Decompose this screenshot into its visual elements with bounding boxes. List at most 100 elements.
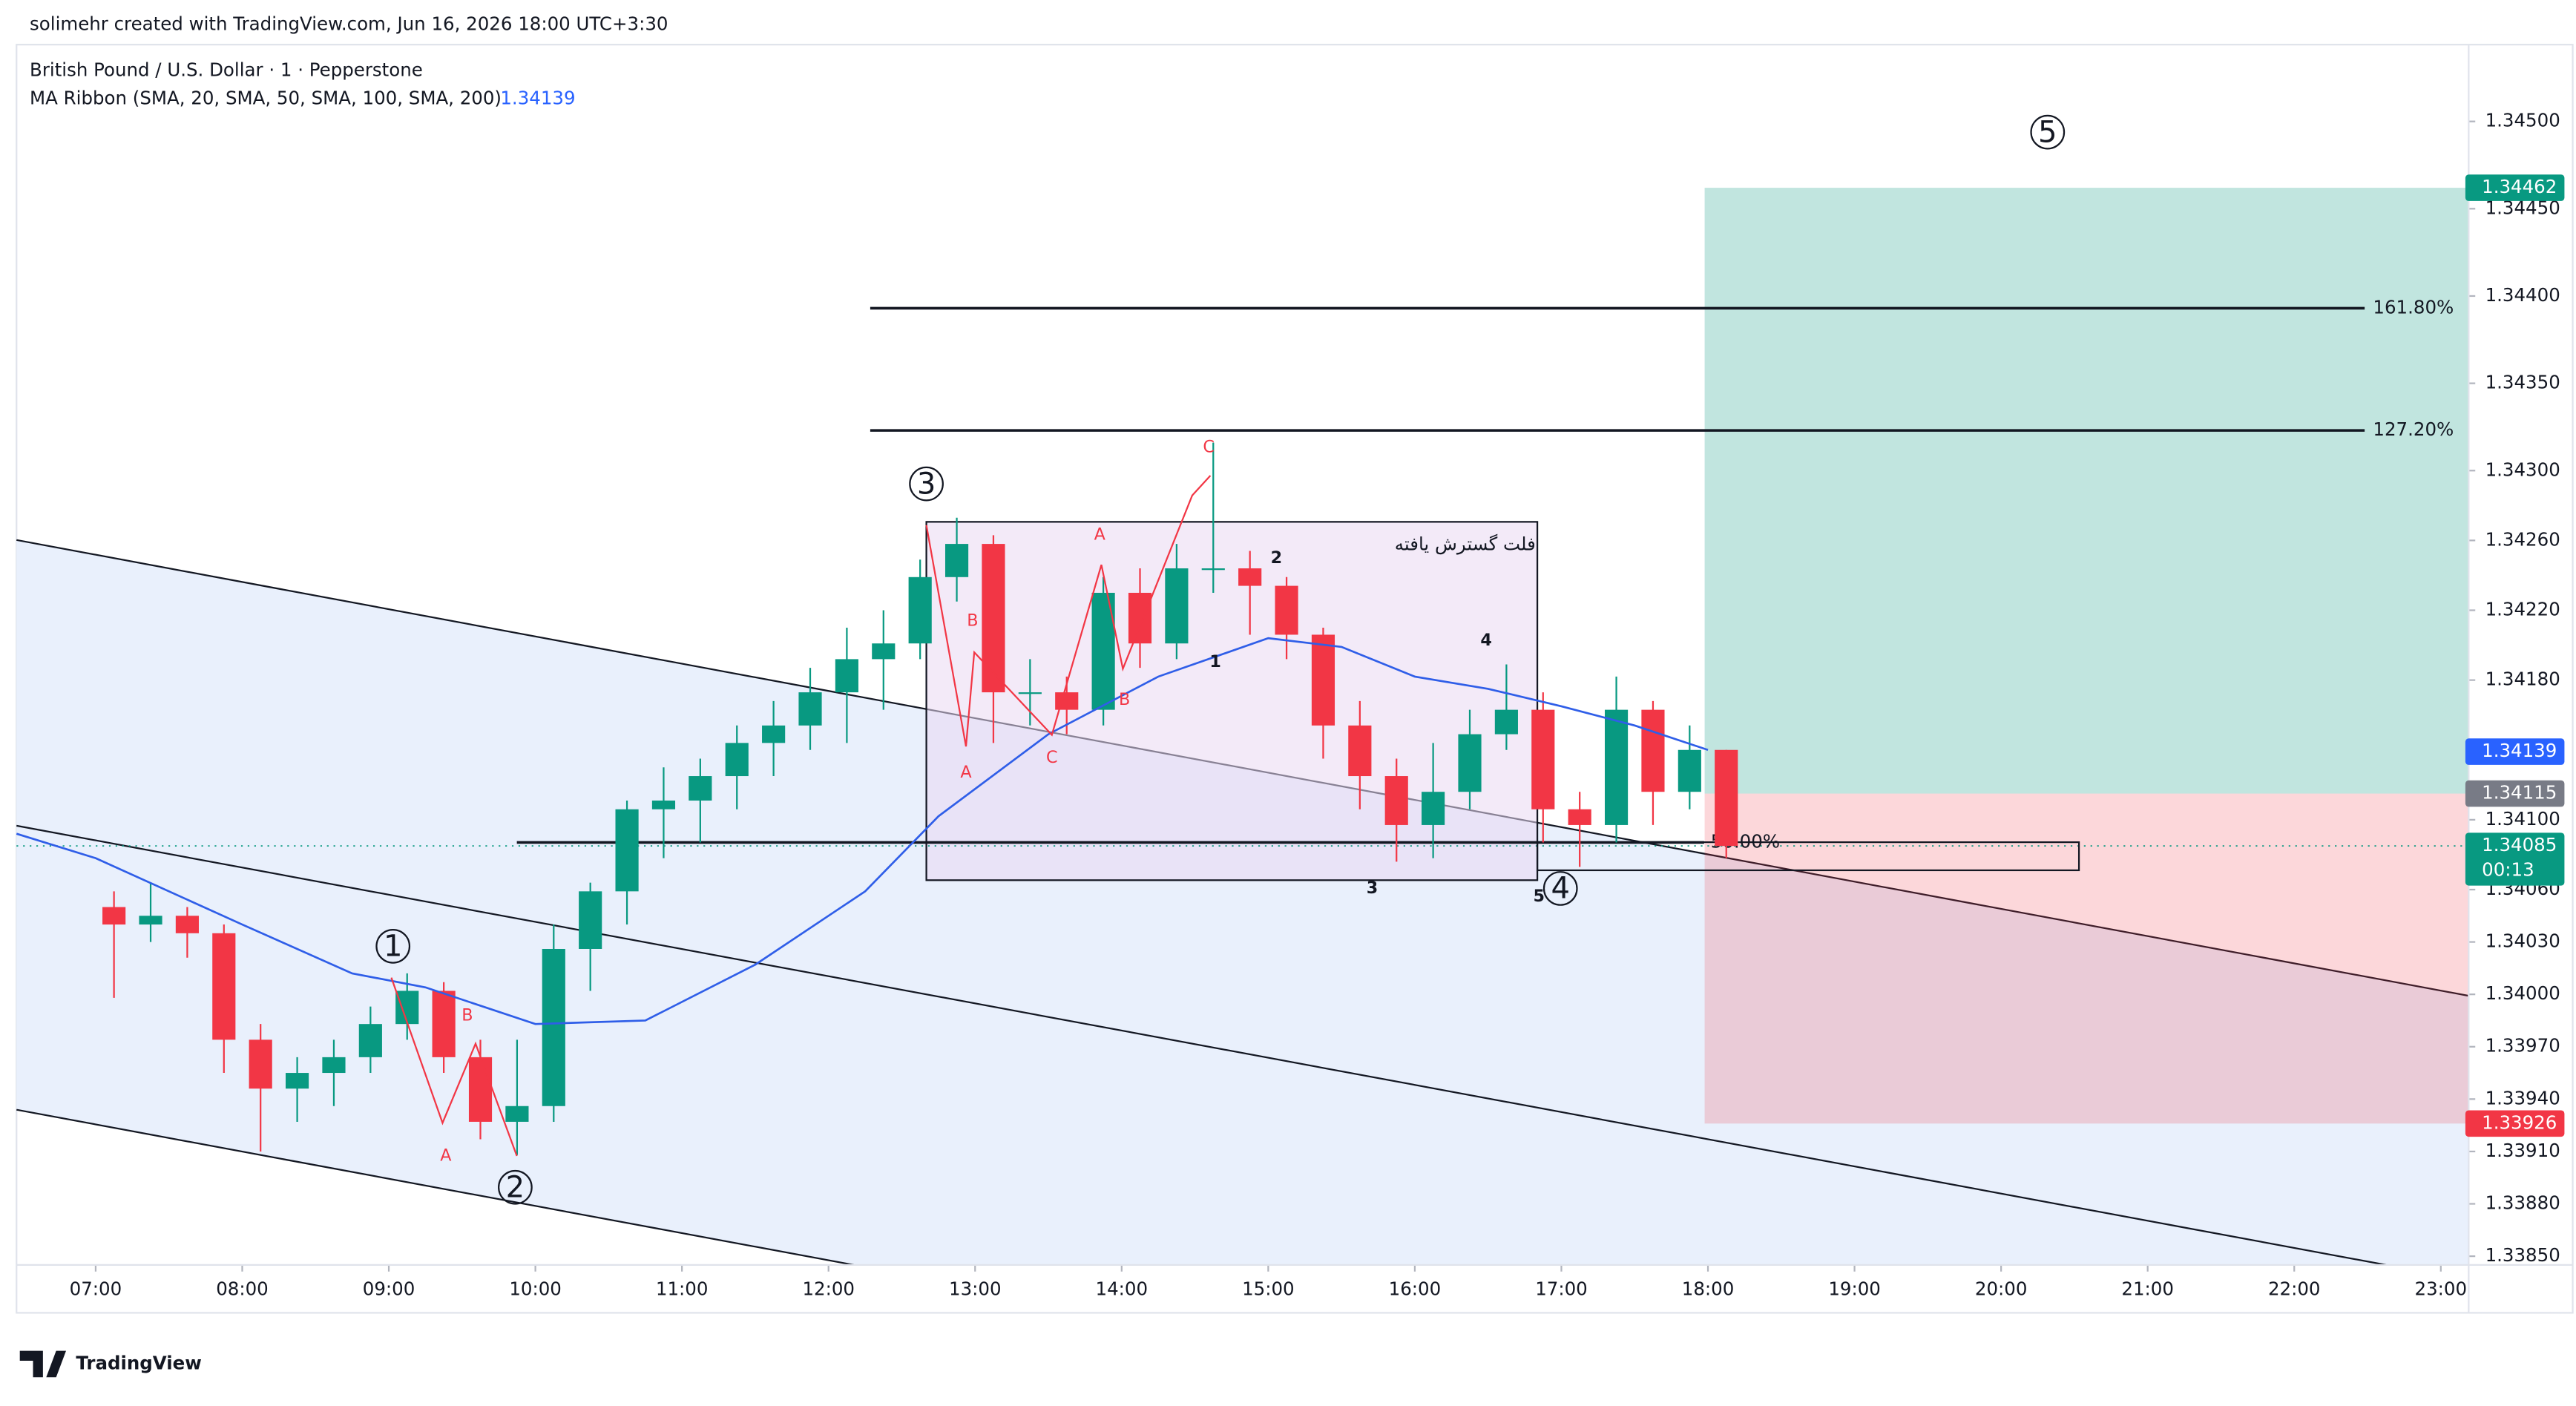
- wave-letter: B: [1119, 690, 1130, 709]
- candle-body: [798, 692, 822, 726]
- candle-body: [982, 544, 1005, 693]
- y-tick-label: 1.34350: [2485, 372, 2560, 393]
- y-tick-label: 1.34220: [2485, 599, 2560, 620]
- logo-icon: [19, 1350, 67, 1378]
- wave-label: 5: [2038, 115, 2057, 149]
- price-tag-label: 1.33926: [2482, 1111, 2557, 1133]
- y-tick-label: 1.33970: [2485, 1035, 2560, 1057]
- candle-body: [1018, 692, 1042, 694]
- candle-body: [249, 1039, 272, 1089]
- ma-line: [16, 637, 1709, 1025]
- loss-zone: [1704, 793, 2469, 1124]
- price-tag: [2465, 174, 2565, 201]
- y-tick-label: 1.34000: [2485, 982, 2560, 1004]
- candle-body: [1238, 568, 1262, 586]
- candle-body: [1422, 792, 1445, 825]
- y-tick-label: 1.33940: [2485, 1087, 2560, 1108]
- price-tag-label: 1.34139: [2482, 740, 2557, 761]
- wave-circle: [2030, 114, 2066, 150]
- candle-body: [725, 743, 749, 777]
- candle-body: [1641, 709, 1665, 792]
- candle-body: [1604, 709, 1629, 825]
- x-tick-label: 20:00: [1975, 1278, 2028, 1299]
- candle-body: [395, 991, 419, 1025]
- candle-body: [358, 1024, 382, 1057]
- countdown: 00:13: [2482, 859, 2534, 881]
- chart-title: British Pound / U.S. Dollar · 1 · Pepper…: [30, 59, 423, 81]
- x-tick-label: 23:00: [2415, 1278, 2468, 1299]
- y-tick-label: 1.34100: [2485, 808, 2560, 830]
- wave-minor: 4: [1480, 631, 1491, 650]
- candle-body: [1311, 634, 1335, 726]
- wave-circle: [375, 928, 411, 964]
- candle-body: [908, 576, 932, 644]
- wave-label: 2: [506, 1171, 525, 1205]
- price-tag-label: 1.34462: [2482, 176, 2557, 197]
- wave-letter: A: [960, 763, 972, 782]
- price-tag: [2465, 1110, 2565, 1137]
- y-tick-label: 1.34500: [2485, 110, 2560, 131]
- candle-body: [651, 800, 676, 809]
- flat-box: [925, 521, 1539, 881]
- candle-body: [102, 907, 126, 925]
- x-tick-label: 12:00: [802, 1278, 855, 1299]
- price-tag: [2465, 832, 2565, 886]
- candle-body: [1165, 568, 1189, 644]
- candle-body: [579, 891, 602, 949]
- candle-body: [432, 991, 456, 1057]
- wave-label: 3: [917, 467, 936, 501]
- price-tag: [2465, 738, 2565, 765]
- wave-letter: B: [967, 611, 978, 630]
- candle-body: [762, 725, 786, 743]
- indicator-value: 1.34139: [500, 88, 575, 109]
- y-tick-label: 1.33910: [2485, 1140, 2560, 1161]
- candle-body: [1458, 734, 1482, 792]
- wave-label: 4: [1551, 872, 1569, 906]
- wave-minor: 1: [1209, 652, 1220, 671]
- channel-line: [16, 1108, 854, 1266]
- y-tick-label: 1.33850: [2485, 1244, 2560, 1266]
- price-tag: [2465, 780, 2565, 807]
- y-tick-label: 1.34400: [2485, 284, 2560, 306]
- indicator-label: MA Ribbon (SMA, 20, SMA, 50, SMA, 100, S…: [30, 88, 502, 109]
- candle-body: [322, 1057, 346, 1074]
- candle-body: [872, 643, 896, 660]
- candle-body: [1384, 776, 1408, 825]
- wave-minor: 5: [1534, 887, 1545, 906]
- wave-letter: A: [440, 1146, 452, 1165]
- support-box: [1536, 841, 2080, 872]
- price-tag-label: 1.34115: [2482, 782, 2557, 804]
- candle-body: [1201, 568, 1225, 571]
- candle-body: [1494, 709, 1518, 735]
- candle-body: [1055, 692, 1079, 710]
- candle-body: [1128, 592, 1152, 644]
- fib-label: 127.20%: [2373, 418, 2454, 440]
- x-tick-label: 11:00: [656, 1278, 709, 1299]
- candle-body: [175, 916, 199, 933]
- x-tick-label: 08:00: [216, 1278, 269, 1299]
- candle-body: [1531, 709, 1555, 809]
- candle-body: [1275, 585, 1298, 635]
- x-tick-label: 13:00: [949, 1278, 1002, 1299]
- x-tick-label: 21:00: [2121, 1278, 2174, 1299]
- candle-body: [285, 1073, 309, 1089]
- x-tick-label: 14:00: [1096, 1278, 1149, 1299]
- y-tick-label: 1.33880: [2485, 1192, 2560, 1214]
- wave-minor: 2: [1271, 548, 1282, 568]
- wave-line: [925, 475, 1212, 747]
- wave-minor: 3: [1367, 878, 1378, 898]
- candle-body: [505, 1106, 529, 1122]
- x-tick-label: 07:00: [70, 1278, 122, 1299]
- wave-letter: C: [1203, 438, 1215, 457]
- credit: solimehr created with TradingView.com, J…: [30, 13, 668, 34]
- candle-body: [468, 1057, 493, 1122]
- candle-body: [1348, 725, 1372, 777]
- x-tick-label: 09:00: [363, 1278, 415, 1299]
- candle-body: [615, 809, 639, 892]
- x-tick-label: 18:00: [1682, 1278, 1735, 1299]
- profit-zone: [1704, 188, 2469, 794]
- wave-circle: [1542, 871, 1578, 906]
- candle-body: [1715, 749, 1738, 847]
